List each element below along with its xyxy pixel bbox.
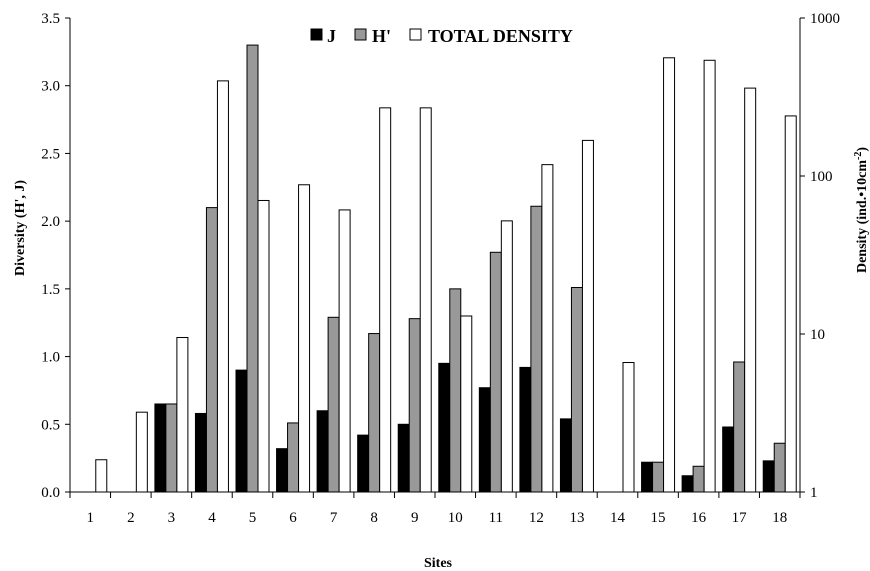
legend-label-h: H' [372,26,391,46]
bar-total-density-site-10 [460,315,473,493]
x-tick-label-4: 4 [208,510,216,526]
bar-h-site-18 [773,442,786,493]
bar-h-site-6 [287,422,300,493]
legend: J H' TOTAL DENSITY [310,26,573,46]
y-left-tick-label: 3.0 [41,79,60,95]
bar-total-density-site-16 [703,59,716,493]
bar-j-site-13 [559,418,572,493]
bar-h-site-12 [530,205,543,493]
y-left-tick-label: 1.5 [41,282,60,298]
bar-h-site-16 [692,465,705,493]
bar-j-site-8 [357,434,370,493]
y-right-tick-label: 1 [810,485,818,501]
x-tick-label-6: 6 [289,510,297,526]
x-tick-label-1: 1 [87,510,95,526]
bar-j-site-3 [154,403,167,493]
x-tick-label-7: 7 [330,510,338,526]
bar-total-density-site-6 [298,184,311,493]
bar-h-site-7 [327,316,340,493]
y-left-tick-label: 2.5 [41,146,60,162]
bar-h-site-5 [246,44,259,493]
bar-total-density-site-3 [176,337,189,493]
bar-total-density-site-2 [135,411,148,493]
bar-total-density-site-17 [744,87,757,493]
x-tick-label-10: 10 [448,510,463,526]
bar-h-site-9 [408,318,421,493]
bar-total-density-site-12 [541,164,554,493]
bar-total-density-site-9 [419,107,432,493]
y-left-tick-label: 0.0 [41,485,60,501]
y-left-axis-title: Diversity (H', J) [13,180,28,276]
x-tick-label-18: 18 [772,510,787,526]
x-axis-title: Sites [424,556,453,571]
bar-j-site-9 [397,423,410,493]
bar-j-site-11 [478,387,491,493]
legend-label-j: J [327,26,336,46]
bar-j-site-15 [641,461,654,493]
y-left-tick-label: 3.5 [41,11,60,27]
bar-h-site-11 [489,251,502,493]
x-tick-label-3: 3 [168,510,176,526]
bar-total-density-site-11 [500,220,513,493]
bar-h-site-4 [205,207,218,493]
bar-total-density-site-5 [257,199,270,493]
bar-j-site-7 [316,410,329,493]
x-tick-label-5: 5 [249,510,257,526]
y-left-tick-label: 2.0 [41,214,60,230]
x-tick-label-15: 15 [651,510,666,526]
x-tick-label-12: 12 [529,510,544,526]
bar-h-site-10 [449,288,462,493]
bar-total-density-site-15 [663,57,676,493]
bar-total-density-site-13 [581,139,594,493]
x-tick-label-9: 9 [411,510,419,526]
y-left-tick-label: 1.0 [41,350,60,366]
bar-h-site-17 [733,361,746,493]
bar-total-density-site-14 [622,362,635,493]
bar-total-density-site-18 [784,115,797,493]
y-right-tick-label: 10 [810,327,825,343]
bar-total-density-site-4 [216,80,229,493]
bar-j-site-5 [235,369,248,493]
y-right-tick-label: 100 [810,169,833,185]
bar-j-site-4 [194,412,207,493]
bar-j-site-16 [681,475,694,493]
x-tick-label-16: 16 [691,510,707,526]
bar-j-site-12 [519,366,532,493]
bar-j-site-17 [722,426,735,493]
bar-h-site-13 [570,287,583,493]
x-tick-label-13: 13 [569,510,584,526]
legend-swatch-j [310,28,323,41]
bar-j-site-18 [762,460,775,493]
bar-total-density-site-7 [338,209,351,493]
bar-j-site-6 [276,448,289,493]
x-tick-label-11: 11 [489,510,503,526]
x-tick-label-8: 8 [370,510,378,526]
x-tick-label-17: 17 [732,510,748,526]
legend-label-total-density: TOTAL DENSITY [428,26,573,46]
bar-j-site-10 [438,362,451,493]
y-left-tick-label: 0.5 [41,417,60,433]
bar-h-site-3 [165,403,178,493]
x-tick-label-14: 14 [610,510,626,526]
bar-total-density-site-8 [379,107,392,493]
legend-swatch-total-density [409,28,422,41]
legend-swatch-h [354,28,367,41]
y-right-axis-title-main: Density (ind.•10cm [855,160,870,273]
bar-total-density-site-1 [95,459,108,493]
y-right-axis-title-sup: -2 [853,152,864,160]
bars [95,44,797,493]
bar-h-site-15 [652,461,665,493]
y-right-tick-label: 1000 [810,11,840,27]
bar-h-site-8 [368,333,381,493]
x-tick-label-2: 2 [127,510,135,526]
y-right-axis-title-suffix: ) [855,147,870,152]
y-right-axis-title: Density (ind.•10cm-2) [853,147,870,273]
